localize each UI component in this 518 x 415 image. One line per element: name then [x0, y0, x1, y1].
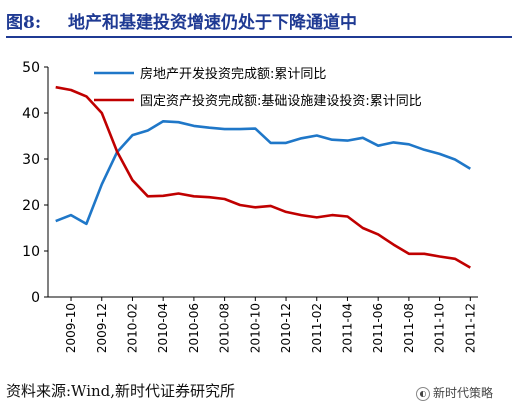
y-tick-label: 40: [22, 106, 40, 122]
figure-header: 图8: 地产和基建投资增速仍处于下降通道中: [6, 2, 512, 38]
y-tick-label: 10: [22, 244, 40, 260]
x-tick-label: 2010-10: [248, 303, 262, 353]
x-tick-label: 2009-12: [95, 303, 109, 353]
series-line-real-estate: [55, 120, 471, 226]
x-tick-label: 2011-12: [463, 303, 477, 353]
x-tick-label: 2009-10: [64, 303, 78, 353]
x-tick-label: 2011-08: [402, 303, 416, 353]
x-tick-label: 2010-12: [279, 303, 293, 353]
figure-label: 图8:: [6, 13, 42, 33]
x-tick-label: 2010-08: [218, 303, 232, 353]
y-tick-label: 0: [31, 290, 40, 306]
y-tick-label: 30: [22, 152, 40, 168]
watermark: ◐ 新时代策略: [416, 384, 493, 401]
legend-label: 固定资产投资完成额:基础设施建设投资:累计同比: [140, 93, 422, 109]
series-line-infrastructure: [55, 85, 471, 269]
x-tick-label: 2011-06: [371, 303, 385, 353]
legend-label: 房地产开发投资完成额:累计同比: [140, 66, 326, 82]
x-tick-label: 2010-04: [156, 303, 170, 353]
wechat-icon: ◐: [416, 386, 430, 401]
x-tick-label: 2011-02: [310, 303, 324, 353]
source-note: 资料来源:Wind,新时代证券研究所: [6, 382, 236, 400]
y-tick-label: 50: [22, 60, 40, 76]
x-tick-label: 2010-02: [125, 303, 139, 353]
y-tick-label: 20: [22, 198, 40, 214]
x-tick-label: 2011-04: [340, 303, 354, 353]
x-tick-label: 2011-10: [433, 303, 447, 353]
watermark-text: 新时代策略: [433, 386, 494, 400]
x-tick-label: 2010-06: [187, 303, 201, 353]
line-chart: 0 10 20 30 40 50 2009-10 2009-12 2010-02 2010-04 2…: [22, 60, 478, 353]
chart-title: 地产和基建投资增速仍处于下降通道中: [68, 13, 357, 33]
